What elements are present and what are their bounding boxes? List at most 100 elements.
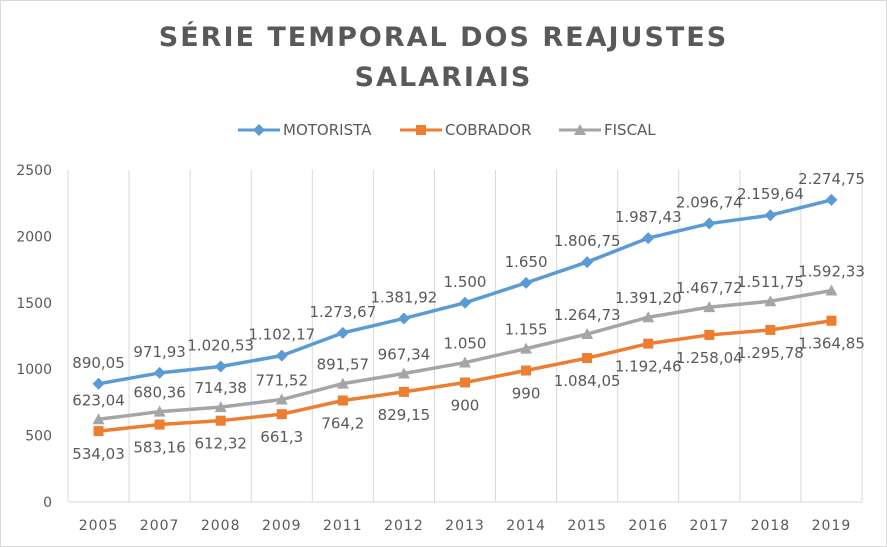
data-point-fiscal [275,393,288,405]
data-point-cobrador [154,419,165,430]
data-label-motorista: 1.102,17 [248,326,315,344]
data-label-motorista: 2.159,64 [737,185,804,203]
data-point-fiscal [703,301,716,313]
x-tick-label: 2012 [384,518,424,534]
legend-label-motorista: MOTORISTA [283,121,372,139]
data-label-motorista: 971,93 [133,343,186,361]
data-point-motorista [153,366,166,379]
x-tick-label: 2014 [506,518,546,534]
x-tick-label: 2011 [323,518,363,534]
data-label-motorista: 2.096,74 [676,194,743,212]
data-point-motorista [92,377,105,390]
data-label-motorista: 1.500 [444,273,487,291]
x-tick-label: 2017 [689,518,729,534]
data-label-cobrador: 612,32 [194,435,247,453]
y-tick-label: 1000 [16,362,52,378]
data-point-cobrador [704,329,715,340]
data-label-motorista: 2.274,75 [798,170,865,188]
data-point-fiscal [336,377,349,389]
data-point-fiscal [214,401,227,413]
data-point-motorista [642,232,655,245]
data-label-cobrador: 583,16 [133,439,186,457]
data-label-motorista: 1.381,92 [371,288,438,306]
data-point-motorista [397,312,410,325]
data-label-motorista: 1.020,53 [187,336,254,354]
grid-lines [67,170,863,502]
data-point-cobrador [460,377,470,388]
data-point-motorista [459,296,471,309]
data-label-cobrador: 1.295,78 [737,344,804,362]
data-label-fiscal: 771,52 [256,372,309,390]
data-label-cobrador: 829,15 [378,406,431,424]
data-point-motorista [825,193,838,206]
chart-title: SÉRIE TEMPORAL DOS REAJUSTES SALARIAIS [0,18,887,98]
data-point-fiscal [642,311,655,323]
data-point-fiscal [92,413,105,425]
x-tick-label: 2009 [262,518,302,534]
data-label-fiscal: 623,04 [72,391,125,409]
x-tick-label: 2018 [751,518,791,534]
data-point-fiscal [764,295,777,307]
data-label-cobrador: 1.084,05 [554,372,621,390]
data-label-motorista: 1.987,43 [615,208,682,226]
data-point-fiscal [520,342,533,354]
data-point-cobrador [398,386,409,397]
legend-marker-cobrador [416,125,426,135]
data-point-fiscal [459,356,471,368]
x-tick-label: 2007 [140,518,180,534]
data-label-motorista: 1.650 [505,253,548,271]
legend-label-fiscal: FISCAL [604,121,656,139]
data-label-fiscal: 1.050 [444,335,487,353]
data-point-cobrador [215,415,226,426]
data-label-cobrador: 1.192,46 [615,358,682,376]
legend-marker-fiscal [574,124,586,135]
series-group [92,193,838,437]
data-label-motorista: 1.273,67 [309,303,376,321]
data-label-fiscal: 1.467,72 [676,279,743,297]
data-label-motorista: 1.806,75 [554,232,621,250]
y-tick-label: 2000 [16,229,52,245]
data-point-cobrador [582,353,593,364]
x-tick-label: 2015 [567,518,607,534]
data-label-cobrador: 764,2 [321,415,364,433]
data-point-fiscal [153,405,166,417]
legend-marker-motorista [253,124,265,136]
chart-title-line-2: SALARIAIS [354,62,533,93]
data-label-fiscal: 891,57 [317,356,370,374]
data-point-motorista [275,349,288,362]
data-point-cobrador [337,395,348,406]
legend-label-cobrador: COBRADOR [445,121,531,139]
data-point-fiscal [397,367,410,379]
legend: MOTORISTA COBRADOR FISCAL [238,121,656,139]
data-point-cobrador [521,365,532,376]
data-label-motorista: 890,05 [72,354,125,372]
data-point-cobrador [826,315,837,326]
x-tick-label: 2016 [628,518,668,534]
data-label-cobrador: 990 [512,385,541,403]
data-label-fiscal: 967,34 [378,346,431,364]
data-label-cobrador: 534,03 [72,445,125,463]
data-label-fiscal: 1.511,75 [737,273,804,291]
data-label-fiscal: 1.155 [505,321,548,339]
x-tick-label: 2005 [79,518,119,534]
y-tick-label: 0 [43,495,52,511]
x-tick-label: 2019 [812,518,852,534]
y-tick-label: 1500 [16,296,52,312]
chart-title-line-1: SÉRIE TEMPORAL DOS REAJUSTES [158,22,729,53]
data-label-cobrador: 661,3 [260,428,303,446]
axes: 0 500 1000 1500 2000 2500 2005 2007 2008 2009 2011… [16,163,862,534]
data-point-cobrador [93,426,104,437]
data-point-motorista [214,360,227,373]
data-labels: 890,05 971,93 1.020,531.102,17 1.273,671.38… [72,170,865,463]
data-point-motorista [520,276,533,289]
data-point-fiscal [581,328,594,340]
data-label-fiscal: 1.264,73 [554,306,621,324]
x-tick-label: 2013 [445,518,485,534]
x-tick-label: 2008 [201,518,241,534]
data-label-fiscal: 1.391,20 [615,289,682,307]
data-point-motorista [581,256,594,269]
data-point-motorista [764,209,777,222]
data-label-fiscal: 680,36 [133,384,186,402]
